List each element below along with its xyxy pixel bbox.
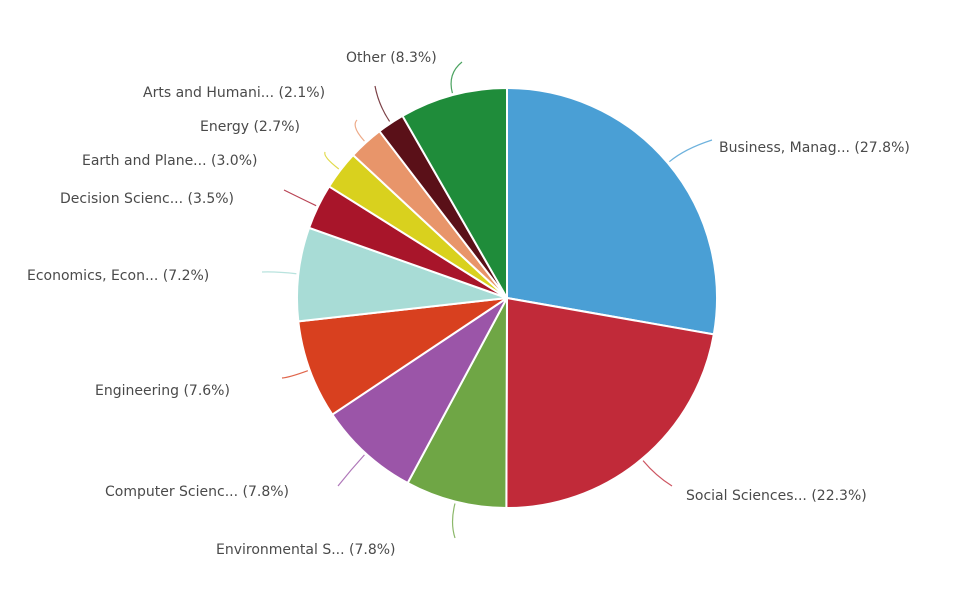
leader-lines [261,61,713,539]
label-business: Business, Manag... (27.8%) [719,140,910,156]
pie-slice [506,86,718,336]
pie-slices [296,86,718,510]
pie-slice [297,297,508,416]
leader-line [261,271,297,275]
leader-line [283,189,317,207]
leader-line [324,151,340,170]
pie-slice [406,297,508,510]
label-economics: Economics, Econ... (7.2%) [27,268,209,284]
label-energy: Energy (2.7%) [200,119,300,135]
leader-line [354,119,365,142]
leader-line [374,85,391,122]
slice-labels: Business, Manag... (27.8%) Social Scienc… [27,50,910,558]
label-engineering: Engineering (7.6%) [95,383,230,399]
pie-slice [505,296,715,509]
pie-slice [330,297,508,485]
leader-line [642,460,673,487]
label-decision-science: Decision Scienc... (3.5%) [60,191,234,207]
leader-line [668,139,713,163]
leader-line [450,61,463,94]
pie-slice [401,86,508,302]
leader-line [281,370,309,379]
label-earth-planetary: Earth and Plane... (3.0%) [82,153,257,169]
label-other: Other (8.3%) [346,50,437,66]
label-arts-humanities: Arts and Humani... (2.1%) [143,85,325,101]
label-computer-science: Computer Scienc... (7.8%) [105,484,289,500]
leader-line [337,454,365,487]
leader-line [451,503,456,539]
label-environmental: Environmental S... (7.8%) [216,542,396,558]
label-social-sciences: Social Sciences... (22.3%) [686,488,867,504]
